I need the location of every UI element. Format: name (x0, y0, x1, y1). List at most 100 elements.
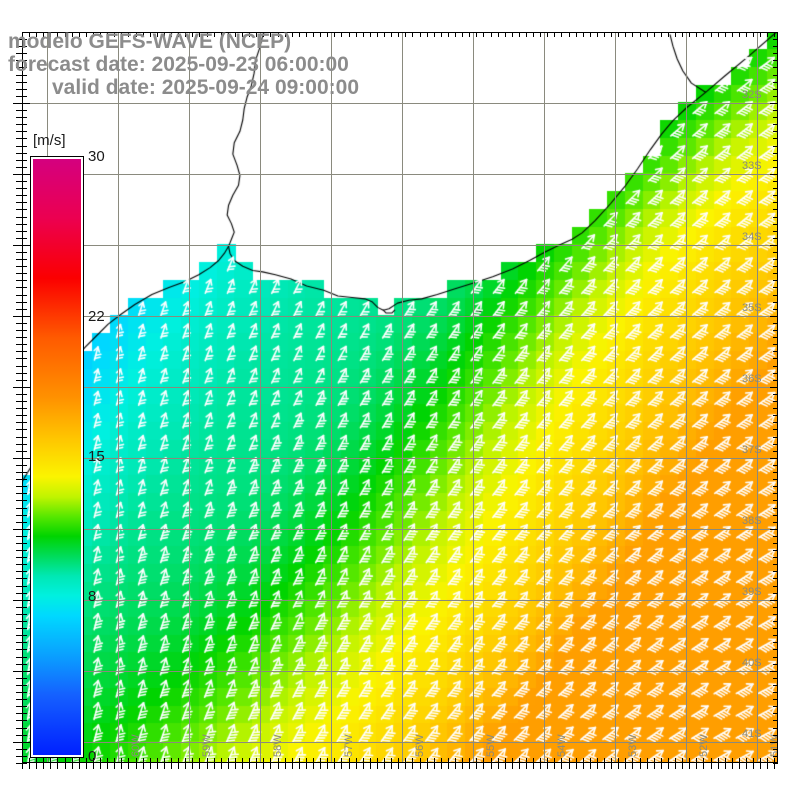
tick-top (185, 32, 186, 37)
tick-bottom-out (292, 763, 293, 769)
tick-bottom-out (675, 763, 676, 769)
tick-right (773, 508, 778, 509)
tick-top (334, 32, 335, 37)
gridline-lon-56W (402, 32, 403, 763)
tick-top (65, 32, 66, 37)
tick-left-out (16, 486, 22, 487)
tick-top (391, 32, 392, 37)
tick-left-out (16, 628, 22, 629)
tick-bottom-out (214, 763, 215, 769)
tick-bottom (703, 758, 704, 763)
tick-bottom (270, 758, 271, 763)
tick-left-out (16, 720, 22, 721)
tick-left (22, 160, 27, 161)
tick-left (22, 224, 27, 225)
tick-bottom-out (661, 763, 662, 769)
tick-left (22, 174, 30, 175)
tick-top (57, 32, 58, 37)
tick-left (22, 550, 27, 551)
tick-bottom-out (256, 763, 257, 769)
tick-left-out (16, 593, 22, 594)
tick-right (773, 522, 778, 523)
tick-bottom (590, 758, 591, 763)
tick-bottom (341, 758, 342, 763)
tick-right (773, 181, 778, 182)
tick-left (22, 309, 27, 310)
tick-bottom (256, 758, 257, 763)
tick-left-out (16, 465, 22, 466)
tick-right (773, 571, 778, 572)
tick-bottom (512, 758, 513, 763)
tick-bottom (725, 758, 726, 763)
tick-left (22, 543, 27, 544)
tick-left-out (16, 685, 22, 686)
tick-bottom (398, 758, 399, 763)
tick-right (773, 479, 778, 480)
tick-right (773, 756, 778, 757)
tick-top (278, 32, 279, 37)
gridline-lat-39S (22, 600, 778, 601)
tick-left (22, 713, 27, 714)
tick-right (773, 735, 778, 736)
tick-left-out (16, 60, 22, 61)
lon-label-53W: 53W (626, 734, 639, 757)
colorbar-tick-0: 0 (88, 748, 97, 765)
tick-right (773, 628, 778, 629)
tick-right (773, 408, 778, 409)
tick-left-out (16, 224, 22, 225)
tick-bottom-out (703, 763, 704, 769)
tick-bottom-out (299, 763, 300, 769)
tick-right (773, 692, 778, 693)
tick-left (22, 635, 27, 636)
tick-bottom (72, 758, 73, 763)
tick-top (505, 32, 506, 37)
tick-bottom-out (505, 763, 506, 769)
tick-left (22, 259, 27, 260)
tick-left-out (16, 373, 22, 374)
tick-left (22, 500, 27, 501)
tick-bottom-out (590, 763, 591, 769)
tick-left-out (16, 543, 22, 544)
tick-top (114, 32, 115, 37)
map-plot-area[interactable]: 61W60W59W58W57W56W55W54W53W52W51W 32S33S… (22, 32, 778, 763)
tick-bottom (50, 758, 51, 763)
tick-bottom (107, 758, 108, 763)
tick-right (773, 649, 778, 650)
tick-right (773, 146, 778, 147)
tick-bottom (576, 758, 577, 763)
tick-left (22, 571, 27, 572)
tick-right (770, 387, 778, 388)
tick-top (263, 32, 264, 37)
tick-right (773, 465, 778, 466)
tick-left-out (13, 316, 22, 317)
tick-bottom-out (143, 763, 144, 769)
colorbar[interactable] (30, 156, 84, 758)
tick-bottom-out (192, 763, 193, 769)
tick-bottom-out (569, 763, 570, 769)
tick-left-out (16, 266, 22, 267)
tick-top (398, 32, 399, 37)
gridline-lon-57W (331, 32, 332, 763)
tick-left (22, 408, 27, 409)
tick-bottom (143, 758, 144, 763)
tick-right (773, 550, 778, 551)
tick-top (604, 32, 605, 37)
lat-label-39S: 39S (742, 585, 762, 598)
tick-right (773, 337, 778, 338)
tick-top (689, 32, 690, 37)
tick-bottom-out (554, 763, 555, 769)
tick-left (22, 642, 27, 643)
tick-bottom-out (270, 763, 271, 769)
tick-right (773, 82, 778, 83)
tick-left (22, 522, 27, 523)
tick-bottom-out (349, 763, 350, 769)
tick-bottom-out (242, 763, 243, 769)
tick-bottom (682, 758, 683, 763)
tick-bottom (384, 758, 385, 763)
tick-top (228, 32, 229, 37)
tick-left (22, 401, 27, 402)
tick-bottom-out (732, 763, 733, 769)
tick-left-out (16, 664, 22, 665)
tick-right (773, 429, 778, 430)
tick-bottom (249, 758, 250, 763)
